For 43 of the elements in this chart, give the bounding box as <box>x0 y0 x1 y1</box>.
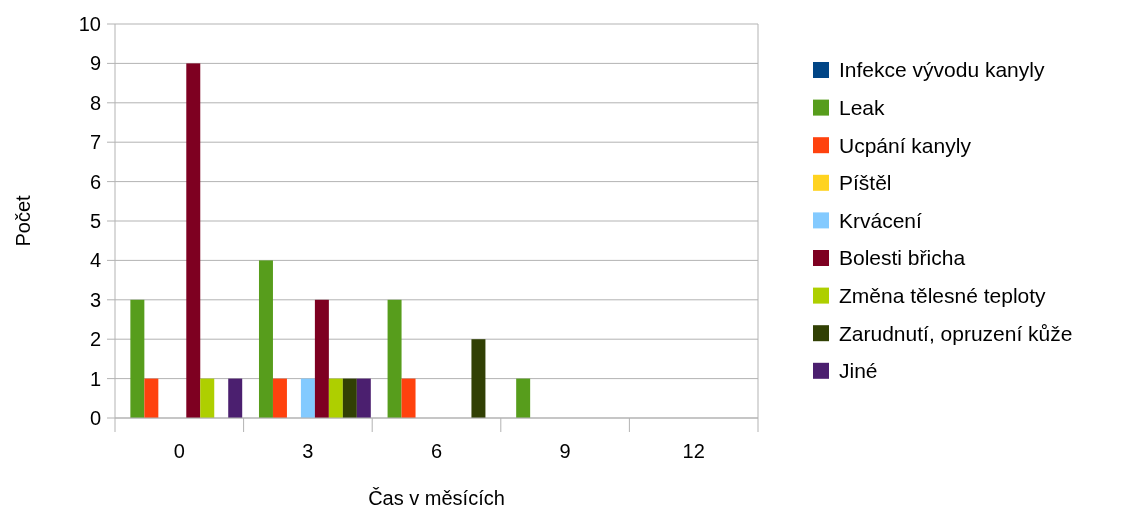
bar <box>144 378 159 418</box>
y-tick-label: 0 <box>89 407 101 429</box>
bar <box>342 378 357 418</box>
bar <box>471 339 486 418</box>
y-tick-label: 4 <box>89 249 101 272</box>
bar <box>130 299 145 418</box>
y-tick-label: 3 <box>89 288 101 311</box>
y-tick-label: 10 <box>78 13 101 35</box>
bar <box>401 378 416 418</box>
x-tick-label: 0 <box>173 440 185 462</box>
legend-label: Ucpání kanyly <box>839 133 972 157</box>
bar <box>228 378 243 418</box>
bar <box>258 260 273 418</box>
legend-label: Jiné <box>839 359 878 383</box>
x-tick-label: 6 <box>430 440 443 462</box>
x-tick-label: 9 <box>559 440 571 462</box>
legend-label: Leak <box>839 95 886 119</box>
y-tick-label: 1 <box>89 367 101 390</box>
legend-label: Bolesti břicha <box>839 246 966 270</box>
bar <box>356 378 371 418</box>
legend-label: Zarudnutí, opruzení kůže <box>839 321 1073 345</box>
bar <box>186 63 201 418</box>
legend-label: Změna tělesné teploty <box>839 283 1047 307</box>
y-axis-title: Počet <box>12 194 34 247</box>
y-tick-label: 5 <box>89 210 101 232</box>
legend-label: Infekce vývodu kanyly <box>839 58 1045 82</box>
x-tick-label: 12 <box>682 440 705 462</box>
legend-label: Krvácení <box>839 208 923 232</box>
bar <box>314 299 329 418</box>
legend-label: Píštěl <box>839 171 892 195</box>
bar <box>387 299 402 418</box>
y-tick-label: 9 <box>89 52 101 75</box>
y-tick-label: 7 <box>89 131 101 154</box>
y-tick-label: 6 <box>89 170 101 193</box>
bar <box>200 378 215 418</box>
bar <box>300 378 315 418</box>
x-axis-title: Čas v měsících <box>368 487 505 509</box>
x-tick-label: 3 <box>302 440 314 462</box>
bar <box>328 378 343 418</box>
bar <box>516 378 531 418</box>
y-tick-label: 8 <box>89 91 101 114</box>
y-tick-label: 2 <box>89 328 101 351</box>
bar <box>272 378 287 418</box>
